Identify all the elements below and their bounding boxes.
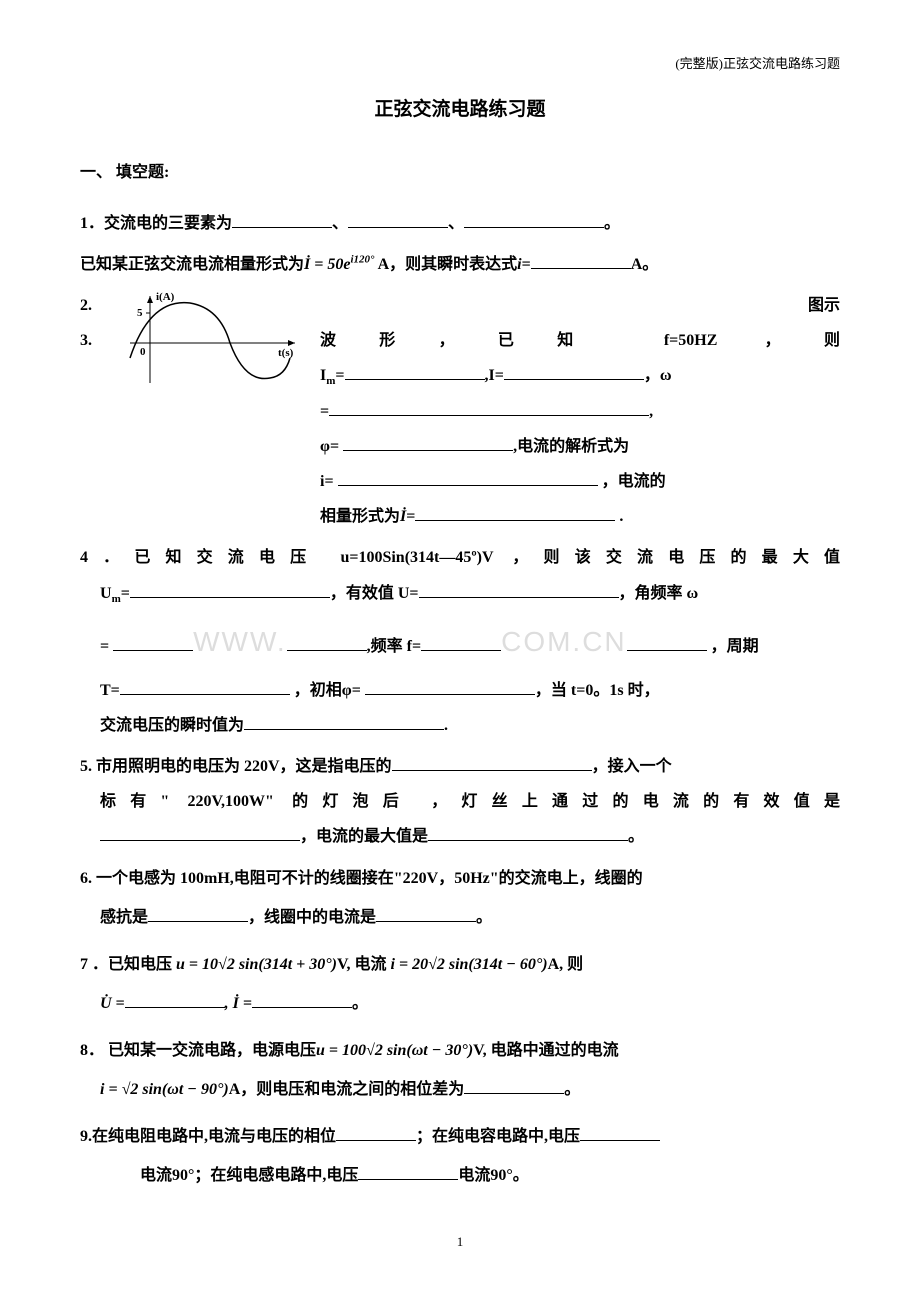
blank: [415, 502, 615, 521]
q1b-t4: A。: [631, 256, 659, 273]
q7-l1: 7 ．已知电压 u = 10√2 sin(314t + 30°)V, 电流 i …: [80, 947, 840, 982]
blank: [120, 675, 290, 694]
q3-row6: i= ，电流的: [320, 464, 840, 499]
sine-graph: i(A) t(s) 5 0: [110, 288, 300, 401]
blank: [130, 578, 330, 597]
blank: [343, 432, 513, 451]
blank: [531, 250, 631, 269]
q3-row7: 相量形式为İ= .: [320, 499, 840, 534]
blank: [232, 208, 332, 227]
question-7: 7 ．已知电压 u = 10√2 sin(314t + 30°)V, 电流 i …: [80, 947, 840, 1027]
blank: [336, 1121, 416, 1140]
q9-l1: 9.在纯电阻电路中,电流与电压的相位；在纯电容电路中,电压: [80, 1119, 840, 1154]
q4-l4: T= ，初相φ= ，当 t=0。1s 时，: [80, 673, 840, 708]
q1b-eq: =: [522, 256, 531, 273]
question-5: 5. 市用照明电的电压为 220V，这是指电压的，接入一个 标有" 220V,1…: [80, 749, 840, 855]
q3-row5: φ= ,电流的解析式为: [320, 429, 840, 464]
q4-l2: Um=，有效值 U=，角频率 ω: [80, 576, 840, 611]
blank: [421, 632, 501, 651]
watermark-text: COM.CN: [501, 626, 627, 657]
q2-label: 2.: [80, 288, 110, 323]
blank: [365, 675, 535, 694]
q7-l2: U̇ =, İ =。: [80, 982, 840, 1027]
question-8: 8． 已知某一交流电路，电源电压u = 100√2 sin(ωt − 30°)V…: [80, 1033, 840, 1113]
q1-end: 。: [604, 215, 620, 232]
blank: [345, 361, 485, 380]
q1-sep2: 、: [448, 215, 464, 232]
q3-row2: 波形，已知 f=50HZ ，则: [320, 323, 840, 358]
svg-text:i(A): i(A): [156, 291, 175, 303]
q1b-t2: A，则其瞬时表达式: [378, 256, 518, 273]
blank: [125, 989, 225, 1008]
q8-l1: 8． 已知某一交流电路，电源电压u = 100√2 sin(ωt − 30°)V…: [80, 1033, 840, 1068]
section-heading: 一、 填空题:: [80, 155, 840, 190]
q1-sep1: 、: [332, 215, 348, 232]
watermark-text: WWW.: [193, 626, 287, 657]
blank: [376, 903, 476, 922]
sine-wave-icon: i(A) t(s) 5 0: [110, 288, 300, 388]
q1-text: 1．交流电的三要素为: [80, 215, 232, 232]
blank: [580, 1121, 660, 1140]
question-4: 4．已知交流电压 u=100Sin(314t—45º)V ，则该交流电压的最大值…: [80, 540, 840, 743]
question-1: 1．交流电的三要素为 、 、 。: [80, 206, 840, 241]
blank: [252, 989, 352, 1008]
blank: [100, 822, 300, 841]
blank: [419, 578, 619, 597]
blank: [244, 711, 444, 730]
blank: [329, 397, 649, 416]
q8-l2: i = √2 sin(ωt − 90°)A，则电压和电流之间的相位差为。: [80, 1068, 840, 1113]
q1b-t1: 已知某正弦交流电流相量形式为: [80, 256, 304, 273]
q6-l2: 感抗是，线圈中的电流是。: [80, 896, 840, 941]
question-9: 9.在纯电阻电路中,电流与电压的相位；在纯电容电路中,电压 电流90°；在纯电感…: [80, 1119, 840, 1199]
question-6: 6. 一个电感为 100mH,电阻可不计的线圈接在"220V，50Hz"的交流电…: [80, 861, 840, 941]
q1b-formula: İ = 50ei120°: [304, 256, 374, 273]
question-2-3: 2. 3. i(A) t(s) 5 0 图示 波形，已知 f=50HZ ，则 I…: [80, 288, 840, 535]
q4-l3: = WWW.,频率 f=COM.CN ，周期: [80, 611, 840, 673]
main-title: 正弦交流电路练习题: [80, 89, 840, 131]
svg-text:t(s): t(s): [278, 347, 294, 359]
q9-l2: 电流90°；在纯电感电路中,电压电流90°。: [80, 1154, 840, 1199]
blank: [287, 632, 367, 651]
blank: [348, 208, 448, 227]
q6-l1: 6. 一个电感为 100mH,电阻可不计的线圈接在"220V，50Hz"的交流电…: [80, 861, 840, 896]
blank: [464, 1075, 564, 1094]
blank: [338, 467, 598, 486]
blank: [464, 208, 604, 227]
blank: [358, 1161, 458, 1180]
q5-l3: ，电流的最大值是。: [80, 819, 840, 854]
q3-label: 3.: [80, 323, 110, 358]
page-number: 1: [80, 1228, 840, 1257]
blank: [428, 822, 628, 841]
q3-row4: =,: [320, 394, 840, 429]
svg-text:5: 5: [137, 307, 143, 319]
blank: [504, 361, 644, 380]
blank: [148, 903, 248, 922]
running-title: (完整版)正弦交流电路练习题: [80, 50, 840, 79]
blank: [392, 752, 592, 771]
blank: [627, 632, 707, 651]
q3-row1: 图示: [320, 288, 840, 323]
svg-text:0: 0: [140, 346, 146, 358]
q5-l2: 标有" 220V,100W" 的灯泡后 ，灯丝上通过的电流的有效值是: [80, 784, 840, 819]
blank: [113, 632, 193, 651]
q4-l5: 交流电压的瞬时值为.: [80, 708, 840, 743]
question-1b: 已知某正弦交流电流相量形式为İ = 50ei120° A，则其瞬时表达式i=A。: [80, 247, 840, 282]
q4-l1: 4．已知交流电压 u=100Sin(314t—45º)V ，则该交流电压的最大值: [80, 540, 840, 575]
q3-row3: Im=,I=，ω: [320, 358, 840, 393]
q5-l1: 5. 市用照明电的电压为 220V，这是指电压的，接入一个: [80, 749, 840, 784]
